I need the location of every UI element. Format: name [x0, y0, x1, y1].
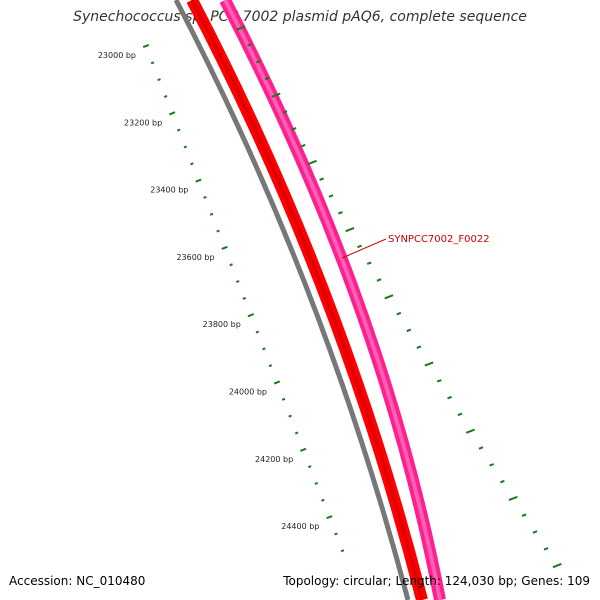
ruler-minor-tick [229, 263, 233, 267]
ruler-label: 23600 bp [176, 253, 214, 262]
ruler-minor-tick [163, 95, 168, 98]
outer-tick [291, 127, 297, 131]
length-value: 124,030 bp [444, 574, 514, 588]
tracks [173, 0, 446, 600]
ruler-major-tick [247, 313, 254, 318]
ruler-major-tick [195, 178, 202, 183]
ruler-minor-tick [183, 145, 188, 149]
accession-value: NC_010480 [76, 574, 146, 588]
outer-tick [499, 479, 505, 484]
backbone-track [173, 0, 411, 600]
outer-tick [366, 261, 372, 265]
outer-tick [436, 379, 442, 383]
outer-tick [255, 59, 261, 64]
ruler-labels: 23000 bp 23200 bp 23400 bp 23600 bp 23800 bp… [98, 51, 320, 531]
ruler-tick-marks [142, 43, 345, 553]
outer-tick [552, 563, 562, 569]
outer-tick [478, 446, 484, 450]
sequence-info: Topology: circular; Length: 124,030 bp; … [283, 574, 590, 588]
accession-label: Accession: [9, 574, 73, 588]
outer-tick [345, 227, 355, 233]
ruler-major-tick [300, 447, 307, 452]
ruler-minor-tick [203, 195, 207, 199]
gene-callout[interactable]: SYNPCC7002_F0022 [341, 234, 490, 259]
accession-info: Accession: NC_010480 [9, 574, 145, 588]
ruler-major-tick [169, 111, 176, 116]
outer-tick [406, 328, 412, 333]
forward-strand-gene[interactable] [186, 0, 428, 600]
ruler-label: 24200 bp [255, 455, 293, 464]
ruler-major-tick [273, 380, 281, 385]
outer-tick [521, 513, 527, 517]
outer-tick [465, 428, 475, 434]
outer-tick [543, 547, 549, 551]
outer-tick [489, 463, 495, 467]
outer-tick [264, 76, 270, 81]
genes-label: Genes: [521, 574, 564, 588]
outer-tick [416, 345, 422, 349]
outer-tick [508, 495, 518, 501]
ruler-minor-tick [157, 78, 161, 82]
outer-tick [376, 278, 382, 282]
ruler-minor-tick [288, 414, 292, 418]
ruler-label: 24400 bp [281, 522, 319, 531]
ruler-major-tick [221, 245, 228, 250]
outer-tick [300, 143, 306, 148]
forward-strand-gene-core [190, 0, 424, 600]
ruler-major-tick [326, 515, 333, 520]
outer-tick [532, 530, 538, 534]
outer-tick [271, 92, 281, 98]
outer-tick [447, 395, 452, 400]
ruler-minor-tick [209, 212, 214, 216]
ruler-minor-tick [216, 229, 220, 233]
outer-tick [396, 311, 402, 316]
ruler-minor-tick [321, 498, 325, 502]
outer-tick [319, 177, 325, 181]
ruler-minor-tick [255, 330, 260, 334]
outer-tick [282, 110, 288, 114]
outer-tick [424, 361, 434, 367]
ruler-minor-tick [235, 280, 240, 284]
outer-tick [307, 159, 317, 165]
ruler-major-tick [142, 43, 150, 49]
ruler-label: 23200 bp [124, 118, 162, 127]
ruler-minor-tick [334, 532, 338, 536]
ruler-minor-tick [307, 465, 312, 469]
ruler-minor-tick [190, 162, 194, 166]
ruler-minor-tick [150, 61, 155, 65]
length-label: Length: [395, 574, 441, 588]
outer-tick [236, 25, 246, 31]
outer-tick-marks [236, 25, 562, 569]
gene-label[interactable]: SYNPCC7002_F0022 [388, 234, 490, 245]
topology-label: Topology: [283, 574, 340, 588]
ruler-minor-tick [314, 481, 319, 485]
ruler-minor-tick [340, 549, 345, 553]
outer-tick [457, 412, 463, 417]
ruler-minor-tick [268, 364, 273, 368]
ruler-label: 24000 bp [229, 388, 267, 397]
ruler-minor-tick [262, 347, 266, 351]
ruler-minor-tick [281, 397, 286, 401]
gene-callout-line [341, 238, 387, 259]
ruler-minor-tick [242, 296, 247, 300]
outer-tick [338, 211, 343, 215]
outer-tick [357, 244, 362, 249]
outer-tick [328, 194, 334, 198]
ruler-label: 23800 bp [203, 320, 241, 329]
topology-value: circular [343, 574, 388, 588]
ruler-minor-tick [294, 431, 299, 435]
ruler-label: 23400 bp [150, 186, 188, 195]
outer-tick [247, 43, 253, 47]
outer-tick [384, 294, 394, 300]
ruler-minor-tick [176, 128, 181, 132]
genes-value: 109 [567, 574, 590, 588]
reverse-strand-gene-highlight [223, 0, 442, 600]
ruler-label: 23000 bp [98, 51, 136, 60]
